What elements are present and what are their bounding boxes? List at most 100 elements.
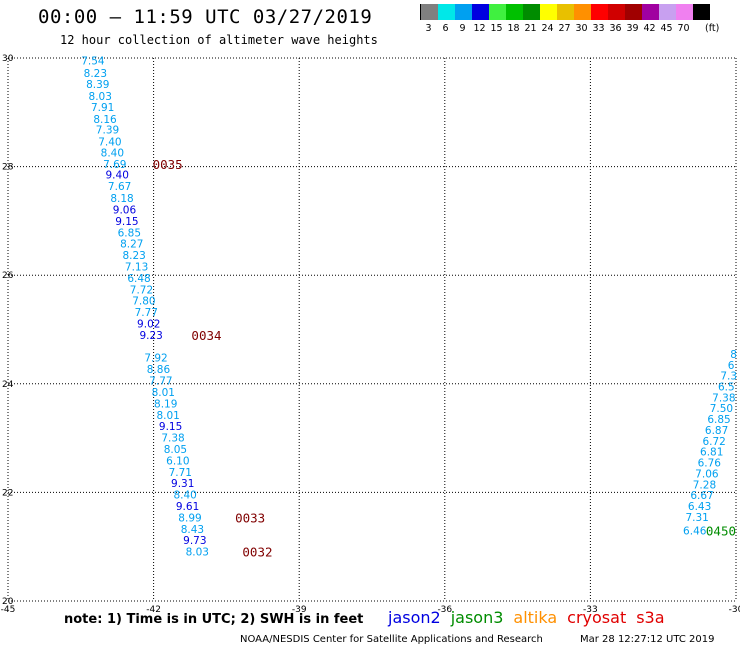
wave-height-point: 7.72: [130, 284, 153, 296]
wave-height-point: 8.18: [110, 193, 133, 205]
x-tick-label: -36: [437, 605, 452, 615]
wave-height-point: 8: [730, 349, 737, 361]
color-level-label: 45: [660, 23, 673, 34]
pass-time-label: 0450: [706, 523, 736, 538]
color-swatch: [608, 4, 625, 20]
satellite-legend-item: cryosat: [567, 608, 627, 627]
chart-title: 00:00 — 11:59 UTC 03/27/2019: [38, 6, 373, 28]
wave-height-point: 7.28: [693, 479, 716, 491]
color-level-label: 3: [425, 23, 432, 34]
wave-height-point: 7.50: [710, 403, 733, 415]
wave-height-point: 7.31: [685, 512, 708, 524]
color-swatch: [659, 4, 676, 20]
wave-height-point: 8.39: [86, 79, 109, 91]
wave-height-point: 8.01: [156, 410, 179, 422]
x-tick-label: -33: [583, 605, 598, 615]
wave-height-point: 6.46: [683, 525, 707, 537]
wave-height-point: 7.69: [103, 159, 126, 171]
y-tick-label: 26: [2, 271, 14, 281]
wave-height-point: 6.48: [127, 273, 150, 285]
color-level-label: 27: [558, 23, 571, 34]
color-swatch: [455, 4, 472, 20]
pass-time-label: 0032: [242, 545, 272, 560]
y-tick-label: 24: [2, 380, 14, 390]
satellite-legend-item: jason3: [450, 608, 504, 627]
pass-time-label: 0035: [153, 157, 183, 172]
color-swatch: [540, 4, 557, 20]
footer-note: note: 1) Time is in UTC; 2) SWH is in fe…: [64, 612, 364, 627]
wave-height-point: 9.23: [139, 330, 162, 342]
wave-height-point: 6.5: [718, 382, 735, 394]
wave-height-point: 9.73: [183, 535, 206, 547]
color-level-label: 30: [575, 23, 588, 34]
wave-height-point: 9.31: [171, 478, 194, 490]
color-swatch: [676, 4, 693, 20]
wave-height-point: 7.92: [144, 353, 167, 365]
color-level-label: 36: [609, 23, 622, 34]
wave-height-point: 6: [728, 360, 735, 372]
color-swatch: [574, 4, 591, 20]
color-level-label: 39: [626, 23, 639, 34]
wave-height-point: 9.15: [115, 216, 138, 228]
color-legend-unit: (ft): [705, 23, 720, 34]
x-tick-label: -30: [729, 605, 740, 615]
wave-height-point: 8.99: [178, 512, 201, 524]
credit-line: NOAA/NESDIS Center for Satellite Applica…: [240, 634, 543, 645]
wave-height-point: 6.85: [118, 227, 141, 239]
y-tick-label: 28: [2, 163, 14, 173]
wave-height-point: 9.06: [113, 204, 137, 216]
x-tick-label: -39: [292, 605, 307, 615]
wave-height-point: 8.05: [164, 444, 187, 456]
wave-height-point: 7.77: [135, 307, 158, 319]
color-swatch: [489, 4, 506, 20]
wave-height-point: 7.39: [96, 125, 119, 137]
wave-height-point: 8.16: [93, 114, 117, 126]
color-level-label: 15: [490, 23, 503, 34]
color-swatch: [557, 4, 574, 20]
color-level-label: 21: [524, 23, 537, 34]
wave-height-point: 9.40: [106, 170, 129, 182]
wave-height-point: 7.38: [712, 392, 735, 404]
satellite-legend: jason2 jason3 altika cryosat s3a: [388, 608, 675, 627]
wave-height-point: 8.19: [154, 398, 177, 410]
y-tick-label: 30: [2, 54, 14, 64]
wave-height-point: 8.43: [181, 524, 204, 536]
wave-height-point: 8.03: [186, 547, 209, 559]
wave-height-point: 8.86: [147, 364, 171, 376]
wave-height-point: 8.40: [101, 147, 124, 159]
wave-height-point: 7.71: [169, 467, 192, 479]
wave-height-point: 7.91: [91, 102, 114, 114]
wave-height-point: 9.15: [159, 421, 182, 433]
wave-height-point: 7.3: [720, 371, 737, 383]
wave-height-point: 6.10: [166, 455, 189, 467]
wave-height-point: 6.76: [698, 458, 722, 470]
satellite-legend-item: jason2: [388, 608, 441, 627]
y-tick-label: 22: [2, 488, 13, 498]
wave-height-point: 8.23: [122, 250, 145, 262]
color-swatch: [625, 4, 642, 20]
x-tick-label: -45: [1, 605, 16, 615]
x-tick-label: -42: [146, 605, 161, 615]
color-swatch: [693, 4, 710, 20]
wave-height-point: 9.61: [176, 501, 199, 513]
color-level-label: 70: [677, 23, 690, 34]
satellite-legend-item: s3a: [636, 608, 665, 627]
color-level-label: 24: [541, 23, 554, 34]
color-swatch: [642, 4, 659, 20]
wave-height-point: 7.77: [149, 376, 172, 388]
wave-height-point: 7.80: [132, 296, 155, 308]
color-swatch: [421, 4, 438, 20]
pass-time-label: 0033: [235, 510, 265, 525]
color-legend-labels: 3 6 9 12 15 18 21 24 27 30 33 36 39 42 45 70: [420, 23, 709, 34]
wave-height-point: 6.43: [688, 501, 711, 513]
color-legend-swatches: [420, 4, 710, 20]
wave-height-point: 7.38: [161, 433, 184, 445]
wave-height-point: 6.87: [705, 425, 728, 437]
color-level-label: 6: [442, 23, 449, 34]
color-swatch: [523, 4, 540, 20]
wave-height-point: 7.54: [81, 56, 105, 68]
color-swatch: [506, 4, 523, 20]
pass-time-label: 0034: [191, 328, 221, 343]
color-level-label: 12: [473, 23, 486, 34]
wave-height-point: 7.67: [108, 181, 131, 193]
